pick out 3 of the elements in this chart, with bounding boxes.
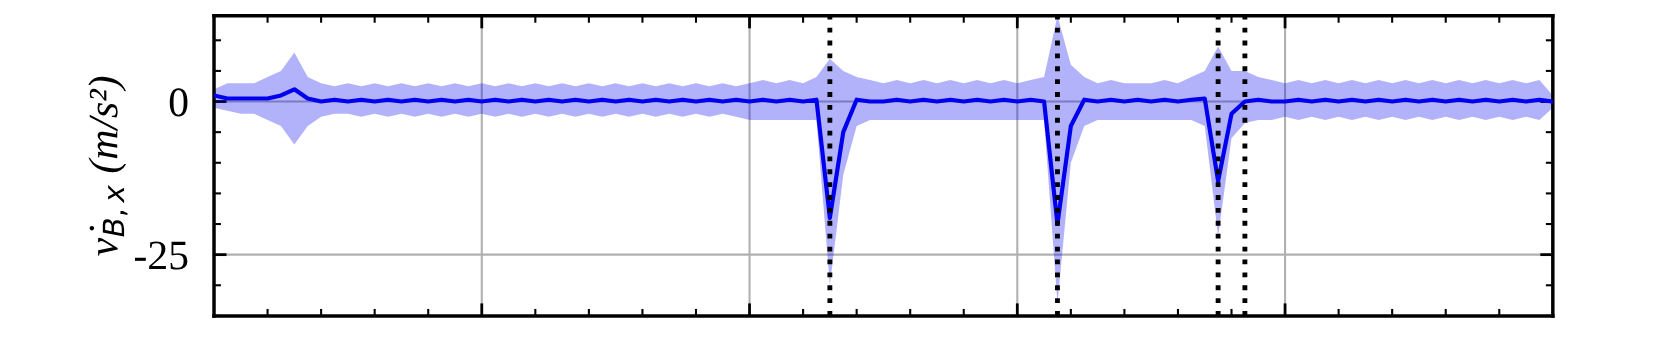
y-tick-label: -25	[135, 241, 188, 270]
y-axis-title: v̇$_{B,x}$ (m/s²)	[88, 76, 128, 256]
y-tick-label: 0	[169, 88, 188, 117]
